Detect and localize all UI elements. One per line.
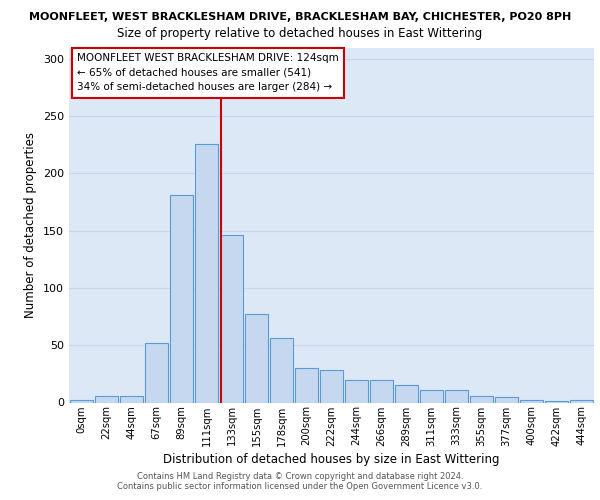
- Text: MOONFLEET WEST BRACKLESHAM DRIVE: 124sqm
← 65% of detached houses are smaller (5: MOONFLEET WEST BRACKLESHAM DRIVE: 124sqm…: [77, 53, 338, 92]
- Bar: [420, 390, 443, 402]
- Bar: [370, 380, 393, 402]
- Bar: [95, 396, 118, 402]
- Bar: [345, 380, 368, 402]
- Bar: [270, 338, 293, 402]
- Bar: [120, 396, 143, 402]
- Bar: [570, 400, 593, 402]
- Bar: [195, 144, 218, 402]
- Bar: [245, 314, 268, 402]
- Bar: [495, 397, 518, 402]
- Bar: [320, 370, 343, 402]
- Bar: [520, 400, 543, 402]
- Bar: [220, 236, 243, 402]
- Text: Contains public sector information licensed under the Open Government Licence v3: Contains public sector information licen…: [118, 482, 482, 491]
- Text: Size of property relative to detached houses in East Wittering: Size of property relative to detached ho…: [118, 28, 482, 40]
- Bar: [445, 390, 468, 402]
- X-axis label: Distribution of detached houses by size in East Wittering: Distribution of detached houses by size …: [163, 452, 500, 466]
- Bar: [470, 396, 493, 402]
- Y-axis label: Number of detached properties: Number of detached properties: [25, 132, 37, 318]
- Bar: [145, 343, 168, 402]
- Text: Contains HM Land Registry data © Crown copyright and database right 2024.: Contains HM Land Registry data © Crown c…: [137, 472, 463, 481]
- Text: MOONFLEET, WEST BRACKLESHAM DRIVE, BRACKLESHAM BAY, CHICHESTER, PO20 8PH: MOONFLEET, WEST BRACKLESHAM DRIVE, BRACK…: [29, 12, 571, 22]
- Bar: [395, 386, 418, 402]
- Bar: [295, 368, 318, 402]
- Bar: [70, 400, 93, 402]
- Bar: [170, 195, 193, 402]
